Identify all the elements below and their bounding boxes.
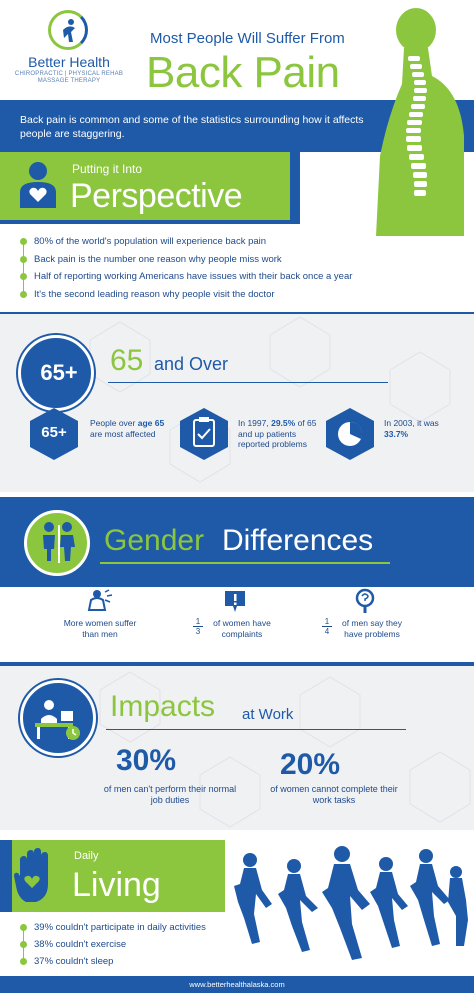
logo-name: Better Health <box>28 54 110 70</box>
impacts-desc-women: of women cannot complete their work task… <box>270 784 398 805</box>
impacts-title-b: at Work <box>242 706 294 723</box>
stat-2003: In 2003, it was 33.7% <box>326 408 466 460</box>
gender-stat-men-text: of men say they have problems <box>341 618 402 639</box>
perspective-title: Perspective <box>70 177 243 215</box>
list-item: Half of reporting working Americans have… <box>20 271 460 289</box>
stat-text-emphasis: age 65 <box>137 418 165 428</box>
gender-stat-women-complaints: of women have complaints <box>190 588 280 640</box>
impacts-pct-women: 20% <box>280 748 341 781</box>
desk-worker-icon <box>20 680 96 756</box>
logo: Better Health CHIROPRACTIC | PHYSICAL RE… <box>14 10 124 90</box>
stat-text-part: of 65 and up patients reported problems <box>238 418 317 449</box>
section-65-number: 65 <box>110 344 144 377</box>
badge-65-plus: 65+ <box>18 335 94 411</box>
list-item: 37% couldn't sleep <box>20 956 240 973</box>
daily-band-accent <box>0 840 12 912</box>
section-65-title: and Over <box>154 354 229 374</box>
fraction-denominator: 4 <box>322 626 332 636</box>
impacts-rule <box>106 729 406 730</box>
hand-heart-icon <box>14 848 48 902</box>
fraction-denominator: 3 <box>193 626 203 636</box>
gender-title-b: Differences <box>222 524 374 557</box>
badge-65-text: 65+ <box>40 360 78 385</box>
alert-icon <box>225 591 245 612</box>
hex-badge-icon <box>30 408 78 460</box>
heart-person-icon <box>20 162 56 208</box>
stat-text-emphasis: 29.5% <box>271 418 296 428</box>
list-item: 39% couldn't participate in daily activi… <box>20 922 240 939</box>
stat-text-part: In 1997, <box>238 418 272 428</box>
gender-title-a: Gender <box>104 524 205 557</box>
stat-text-part: In 2003, it was <box>384 418 439 428</box>
perspective-connector <box>23 238 24 296</box>
pie-chart-icon <box>326 408 374 460</box>
daily-small-title: Daily <box>74 850 99 862</box>
woman-pain-icon <box>87 589 113 611</box>
fraction-one-third: 1 3 <box>193 617 203 636</box>
stat-1997: In 1997, 29.5% of 65 and up patients rep… <box>180 408 320 460</box>
stat-1997-text: In 1997, 29.5% of 65 and up patients rep… <box>238 418 320 450</box>
fraction-one-fourth: 1 4 <box>322 617 332 636</box>
gender-stat-women-complaints-text: of women have complaints <box>213 618 271 639</box>
perspective-list: 80% of the world's population will exper… <box>20 236 460 306</box>
title-small: Most People Will Suffer From <box>150 30 345 47</box>
impacts-pct-men: 30% <box>116 744 177 777</box>
stat-text-emphasis: 33.7% <box>384 428 409 439</box>
section-divider <box>0 312 474 314</box>
stat-text-part: are most affected <box>90 428 156 439</box>
list-item: Back pain is the number one reason why p… <box>20 254 460 272</box>
header: Better Health CHIROPRACTIC | PHYSICAL RE… <box>0 0 474 100</box>
stat-age: 65+ People over age 65 are most affected <box>30 408 170 460</box>
stat-text-part: People over <box>90 418 138 428</box>
runners-silhouette <box>234 846 468 960</box>
logo-figure-icon <box>48 10 88 50</box>
list-item: 38% couldn't exercise <box>20 939 240 956</box>
magnifier-icon <box>355 588 375 613</box>
footer-url[interactable]: www.betterhealthalaska.com <box>0 976 474 993</box>
stat-age-text: People over age 65 are most affected <box>90 418 170 439</box>
daily-title: Living <box>72 866 161 904</box>
gender-icon <box>24 510 90 576</box>
fraction-numerator: 1 <box>195 617 201 626</box>
stat-age-badge: 65+ <box>41 424 67 441</box>
section-divider <box>0 662 474 666</box>
gender-stat-men: of men say they have problems <box>320 588 410 640</box>
list-item: It's the second leading reason why peopl… <box>20 289 460 307</box>
list-item: 80% of the world's population will exper… <box>20 236 460 254</box>
logo-subtitle: CHIROPRACTIC | PHYSICAL REHAB MASSAGE TH… <box>14 71 124 84</box>
stat-2003-text: In 2003, it was 33.7% <box>384 418 464 439</box>
section-65-rule <box>108 382 388 383</box>
impacts-title-a: Impacts <box>110 690 216 723</box>
intro-text: Back pain is common and some of the stat… <box>20 114 364 140</box>
perspective-small-title: Putting it Into <box>72 162 143 176</box>
hex-pattern-background <box>89 316 451 483</box>
daily-list: 39% couldn't participate in daily activi… <box>20 922 240 973</box>
spine-figure-icon <box>376 8 464 236</box>
hex-pattern-background <box>99 671 471 828</box>
clipboard-check-icon <box>180 408 228 460</box>
gender-stat-women-text: More women suffer than men <box>63 618 137 639</box>
fraction-numerator: 1 <box>324 617 330 626</box>
gender-stat-women: More women suffer than men <box>60 588 140 640</box>
page-title: Back Pain <box>146 48 340 97</box>
impacts-desc-men: of men can't perform their normal job du… <box>103 784 237 805</box>
gender-rule <box>100 562 390 564</box>
